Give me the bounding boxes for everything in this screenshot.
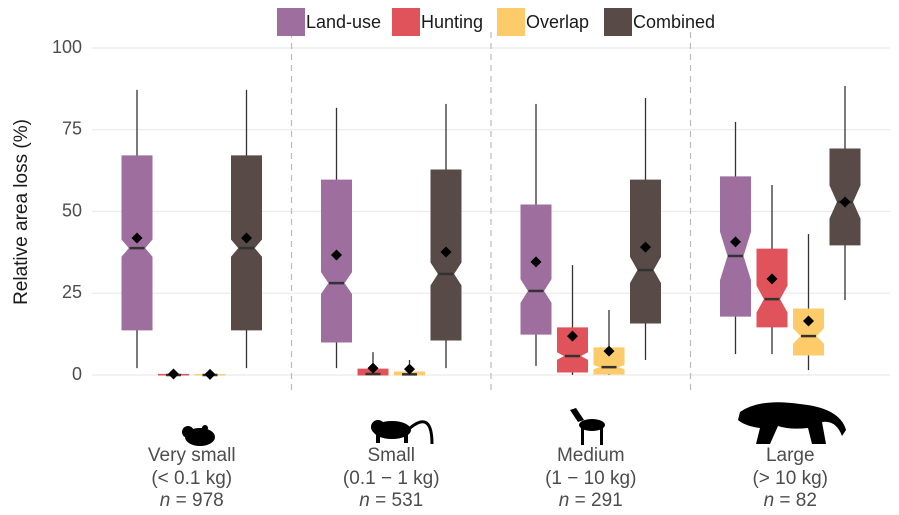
x-category-label: Medium <box>557 445 625 466</box>
box <box>557 327 588 373</box>
n-symbol: n <box>559 490 570 511</box>
n-value: 531 <box>392 490 424 511</box>
n-symbol: n <box>359 490 370 511</box>
n-separator: = <box>170 490 192 511</box>
mean-marker <box>803 315 814 327</box>
legend-swatch <box>604 8 632 36</box>
y-tick-label: 50 <box>62 200 82 220</box>
y-axis-title: Relative area loss (%) <box>11 119 32 305</box>
y-tick-label: 75 <box>62 119 82 139</box>
x-category-label: Large <box>766 445 815 466</box>
n-value: 978 <box>192 490 224 511</box>
box <box>321 179 352 343</box>
x-category-range: (< 0.1 kg) <box>151 468 232 489</box>
y-tick-label: 100 <box>52 37 82 57</box>
x-category-n: n = 531 <box>359 490 423 511</box>
n-separator: = <box>569 490 591 511</box>
mean-marker <box>131 232 143 244</box>
mean-marker <box>530 256 542 268</box>
x-category-n: n = 978 <box>160 490 224 511</box>
legend-label: Land-use <box>306 12 381 32</box>
legend-swatch <box>277 8 305 36</box>
x-category-range: (0.1 − 1 kg) <box>343 468 440 489</box>
legend-label: Combined <box>633 12 715 32</box>
x-category-label: Small <box>367 445 415 466</box>
mean-marker <box>168 368 179 380</box>
deer-icon <box>570 408 605 445</box>
mean-marker <box>204 368 216 380</box>
mean-marker <box>404 363 415 375</box>
mean-marker <box>730 236 741 248</box>
n-symbol: n <box>764 490 775 511</box>
mean-marker <box>331 249 342 261</box>
n-value: 82 <box>796 490 817 511</box>
mean-marker <box>440 246 452 258</box>
rodent-icon <box>182 425 215 446</box>
cat-icon <box>738 402 846 444</box>
box <box>756 248 788 328</box>
legend-swatch <box>497 8 525 36</box>
mean-marker <box>640 241 651 253</box>
legend-label: Hunting <box>421 12 483 32</box>
n-symbol: n <box>160 490 171 511</box>
mean-marker <box>367 362 379 374</box>
x-category-range: (> 10 kg) <box>752 468 828 489</box>
mean-marker <box>241 232 252 244</box>
mean-marker <box>603 345 615 357</box>
y-tick-label: 25 <box>62 282 82 302</box>
x-category-n: n = 82 <box>764 490 817 511</box>
icons <box>182 402 846 446</box>
y-tick-label: 0 <box>72 364 82 384</box>
legend-label: Overlap <box>526 12 589 32</box>
box <box>520 204 552 335</box>
mean-marker <box>766 273 778 285</box>
box <box>793 308 824 356</box>
legend-swatch <box>392 8 420 36</box>
mean-marker <box>839 196 851 208</box>
mean-marker <box>567 330 578 342</box>
n-separator: = <box>370 490 392 511</box>
x-category-range: (1 − 10 kg) <box>545 468 636 489</box>
x-category-label: Very small <box>148 445 236 466</box>
primate-icon <box>371 420 434 445</box>
x-category-n: n = 291 <box>559 490 623 511</box>
n-value: 291 <box>591 490 623 511</box>
n-separator: = <box>774 490 796 511</box>
